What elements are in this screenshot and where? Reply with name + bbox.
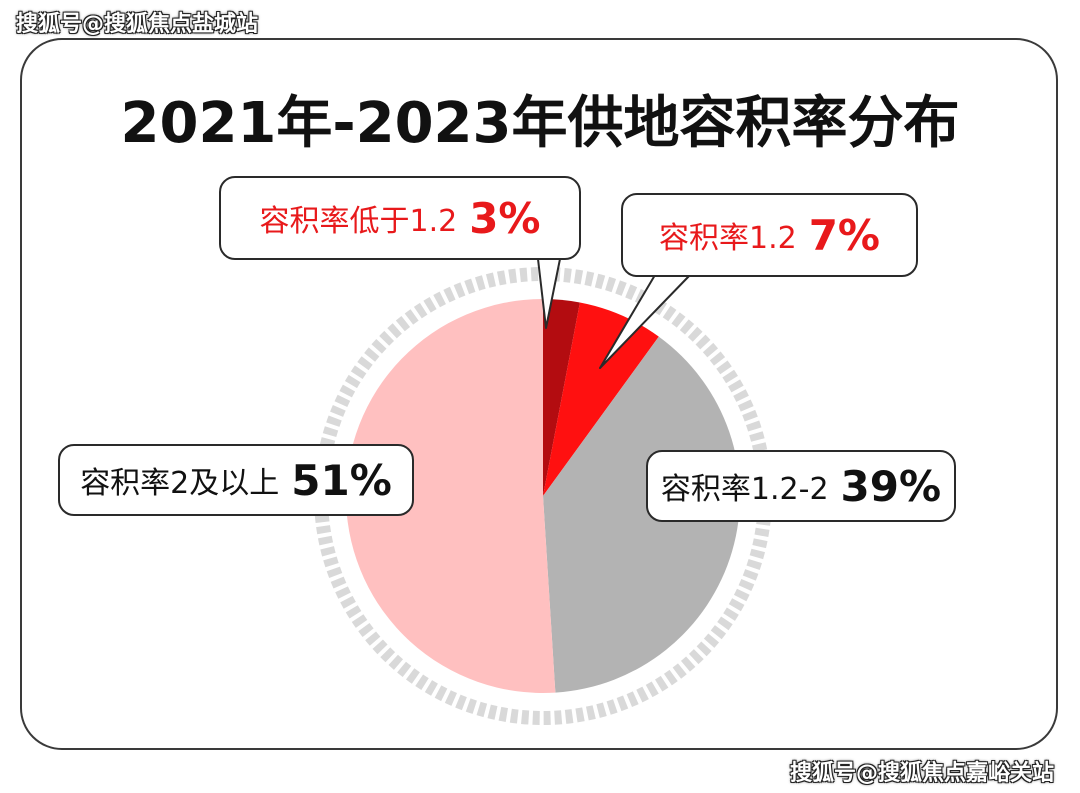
- pie-slice-1: [543, 302, 659, 496]
- pie-slice-3: [345, 298, 556, 693]
- callout-capacity-below-1-2: 容积率低于1.2 3%: [219, 176, 581, 260]
- slice-percent: 3%: [469, 193, 541, 243]
- slice-label: 容积率1.2: [658, 221, 797, 256]
- slice-percent: 51%: [291, 455, 392, 505]
- slice-label: 容积率2及以上: [80, 466, 280, 501]
- pie-slice-2: [543, 336, 740, 693]
- watermark-bottom: 搜狐号@搜狐焦点嘉峪关站: [789, 761, 1054, 786]
- slice-percent: 39%: [840, 461, 942, 511]
- callout-capacity-1-2: 容积率1.2 7%: [621, 193, 918, 277]
- callout-capacity-1-2-to-2: 容积率1.2-2 39%: [646, 450, 956, 522]
- slice-label: 容积率低于1.2: [259, 204, 458, 239]
- callout-capacity-2-and-above: 容积率2及以上 51%: [58, 444, 414, 516]
- pie-slices: [345, 298, 740, 693]
- watermark-top: 搜狐号@搜狐焦点盐城站: [16, 12, 259, 37]
- callout-pointers: [537, 258, 691, 369]
- pie-slice-0: [543, 299, 580, 496]
- slice-percent: 7%: [808, 210, 881, 260]
- chart-title: 2021年-2023年供地容积率分布: [120, 91, 960, 156]
- slice-label: 容积率1.2-2: [660, 472, 829, 507]
